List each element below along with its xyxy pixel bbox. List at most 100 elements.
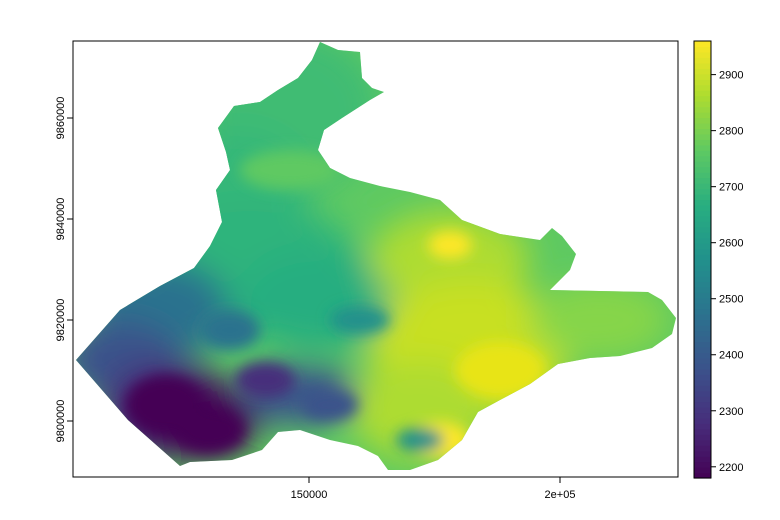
plot-frame bbox=[72, 40, 679, 478]
colorbar-cell bbox=[694, 439, 711, 446]
colorbar-cell bbox=[694, 193, 711, 201]
colorbar-cell bbox=[694, 188, 711, 195]
colorbar-cell bbox=[694, 95, 711, 102]
colorbar-cell bbox=[694, 183, 711, 190]
colorbar-cell bbox=[694, 368, 711, 375]
colorbar-cell bbox=[694, 155, 711, 162]
y-axis: 9860000 9840000 9820000 9800000 bbox=[55, 97, 73, 443]
y-tick-label: 9800000 bbox=[55, 400, 67, 443]
colorbar-cell bbox=[694, 144, 711, 151]
colorbar-cell bbox=[694, 133, 711, 140]
colorbar-cell bbox=[694, 57, 711, 64]
colorbar-tick-label: 2800 bbox=[719, 126, 743, 138]
colorbar-cell bbox=[694, 112, 711, 119]
colorbar-cell bbox=[694, 172, 711, 179]
colorbar-cell bbox=[694, 352, 711, 359]
colorbar-cell bbox=[694, 450, 711, 457]
colorbar-cell bbox=[694, 84, 711, 91]
colorbar-cell bbox=[694, 226, 711, 233]
colorbar-cell bbox=[694, 472, 711, 479]
colorbar-cell bbox=[694, 363, 711, 370]
colorbar-tick-label: 2600 bbox=[719, 238, 743, 250]
colorbar-tick-label: 2400 bbox=[719, 350, 743, 362]
colorbar-cell bbox=[694, 467, 711, 474]
colorbar-cell bbox=[694, 346, 711, 353]
colorbar-cell bbox=[694, 210, 711, 217]
colorbar-cell bbox=[694, 90, 711, 97]
colorbar-cell bbox=[694, 423, 711, 430]
colorbar-cell bbox=[694, 73, 711, 80]
colorbar-cell bbox=[694, 297, 711, 304]
colorbar-cell bbox=[694, 308, 711, 315]
colorbar-cell bbox=[694, 41, 711, 48]
colorbar-cell bbox=[694, 374, 711, 381]
elevation-raster bbox=[76, 42, 676, 470]
colorbar-cell bbox=[694, 243, 711, 250]
colorbar-frame bbox=[693, 40, 712, 479]
colorbar-cell bbox=[694, 122, 711, 129]
colorbar-cell bbox=[694, 139, 711, 146]
colorbar-cell bbox=[694, 215, 711, 222]
colorbar-cell bbox=[694, 248, 711, 255]
colorbar-cell bbox=[694, 275, 711, 282]
colorbar-cell bbox=[694, 199, 711, 206]
colorbar-cell bbox=[694, 254, 711, 261]
colorbar-cell bbox=[694, 434, 711, 441]
colorbar-cell bbox=[694, 177, 711, 184]
x-axis: 150000 2e+05 bbox=[291, 477, 576, 501]
y-tick-label: 9860000 bbox=[55, 97, 67, 140]
colorbar-cell bbox=[694, 46, 711, 53]
x-tick-label: 150000 bbox=[291, 489, 328, 501]
colorbar-cell bbox=[694, 101, 711, 108]
colorbar-cell bbox=[694, 286, 711, 293]
colorbar-cell bbox=[694, 417, 711, 424]
y-tick-label: 9840000 bbox=[55, 198, 67, 241]
colorbar-cell bbox=[694, 461, 711, 468]
colorbar-cell bbox=[694, 237, 711, 244]
colorbar-tick-label: 2700 bbox=[719, 182, 743, 194]
colorbar-cell bbox=[694, 292, 711, 299]
colorbar-cell bbox=[694, 51, 711, 58]
colorbar-cell bbox=[694, 445, 711, 452]
colorbar-cell bbox=[694, 117, 711, 124]
colorbar-cell bbox=[694, 412, 711, 419]
colorbar-cell bbox=[694, 335, 711, 343]
colorbar-cell bbox=[694, 161, 711, 168]
colorbar-cell bbox=[694, 281, 711, 288]
colorbar-cell bbox=[694, 232, 711, 239]
colorbar-cell bbox=[694, 428, 711, 435]
colorbar-cell bbox=[694, 341, 711, 348]
colorbar-tick-label: 2200 bbox=[719, 462, 743, 474]
colorbar-tick-label: 2500 bbox=[719, 294, 743, 306]
colorbar-cell bbox=[694, 357, 711, 364]
colorbar-cell bbox=[694, 259, 711, 266]
colorbar-cell bbox=[694, 62, 711, 69]
colorbar-cell bbox=[694, 221, 711, 228]
colorbar-cell bbox=[694, 270, 711, 277]
colorbar-cell bbox=[694, 379, 711, 386]
colorbar-cell bbox=[694, 303, 711, 310]
colorbar-cell bbox=[694, 456, 711, 463]
colorbar-tick-label: 2900 bbox=[719, 70, 743, 82]
colorbar-cell bbox=[694, 166, 711, 173]
colorbar-cell bbox=[694, 401, 711, 408]
legend-colorbar: 2200 2300 2400 2500 2600 2700 2800 2900 bbox=[693, 40, 743, 479]
colorbar-cell bbox=[694, 264, 711, 272]
colorbar-cell bbox=[694, 128, 711, 135]
colorbar-cell bbox=[694, 406, 711, 414]
colorbar-cell bbox=[694, 79, 711, 86]
colorbar-cell bbox=[694, 314, 711, 321]
colorbar-tick-label: 2300 bbox=[719, 406, 743, 418]
colorbar-cell bbox=[694, 204, 711, 211]
colorbar-cell bbox=[694, 319, 711, 326]
colorbar-cell bbox=[694, 396, 711, 403]
x-tick-label: 2e+05 bbox=[545, 489, 576, 501]
colorbar-cell bbox=[694, 330, 711, 337]
colorbar-cell bbox=[694, 385, 711, 392]
colorbar-cell bbox=[694, 325, 711, 332]
y-tick-label: 9820000 bbox=[55, 299, 67, 342]
colorbar-cell bbox=[694, 150, 711, 157]
colorbar-cell bbox=[694, 390, 711, 397]
colorbar-cell bbox=[694, 68, 711, 75]
